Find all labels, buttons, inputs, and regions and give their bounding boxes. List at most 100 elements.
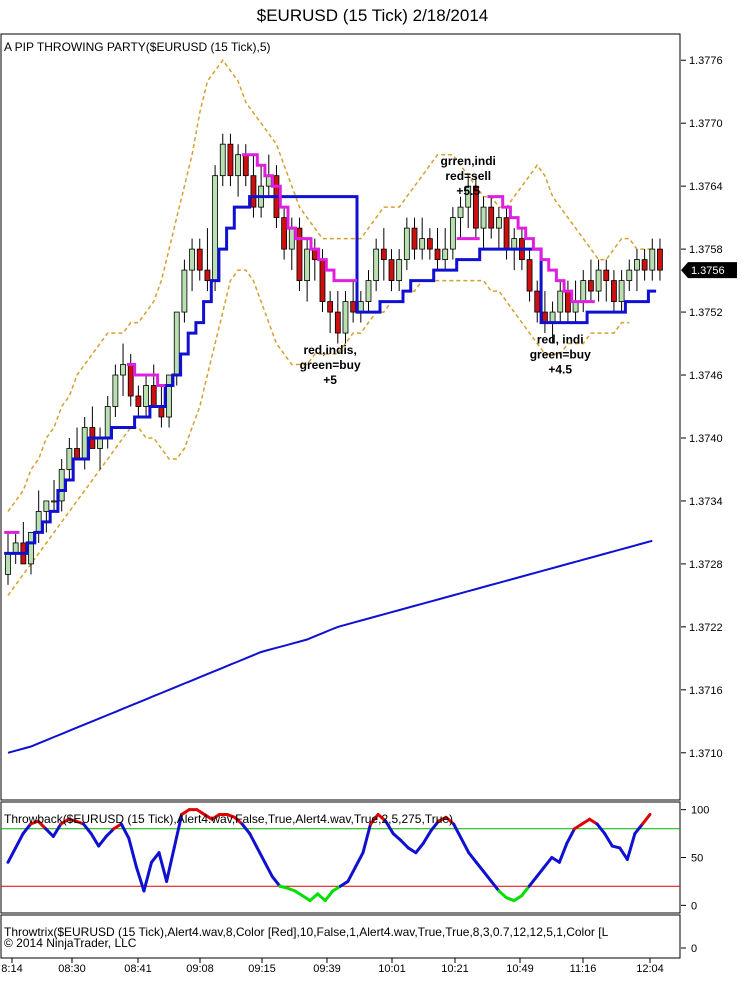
throwback-line-segment [618,846,629,861]
price-tick-label: 1.3740 [689,433,723,445]
throwback-line-segment [399,838,410,850]
candle-body-up [66,448,73,470]
candle [565,280,571,323]
throwback-line-segment [520,884,531,898]
candle-body-down [542,311,548,323]
candle-body-down [296,227,303,281]
candle-body-up [12,542,19,554]
candle-body-up [357,301,364,313]
candle-body-down [127,364,134,397]
candle [288,217,295,271]
candle-body-down [603,269,610,281]
candle-body-up [143,385,149,407]
candle [557,280,564,323]
throwback-line-segment [595,822,607,836]
candle [434,228,441,271]
candle [219,133,226,187]
throwback-panel-label: Throwback($EURUSD (15 Tick),Alert4.wav,F… [4,812,454,826]
series-slow_average [7,539,653,754]
throwback-line-segment [429,819,441,833]
candle [480,196,487,250]
throwback-panel-frame [0,801,681,914]
candle-body-down [227,143,234,177]
candle [250,154,257,218]
throwback-line-segment [527,875,539,888]
throwback-line-segment [316,892,327,903]
candle-body-up [457,206,464,219]
candle-body-down [196,248,203,271]
series-trail_magenta [487,195,595,304]
throwback-line-segment [82,822,93,836]
candle [242,144,249,187]
candle [311,238,318,281]
candle [373,238,380,292]
candle-body-up [288,227,295,250]
time-tick-label: 08:30 [58,963,86,975]
candle-body-down [388,259,395,281]
candle-body-up [173,311,180,376]
candle-body-down [657,248,663,271]
series-band_upper [7,58,653,512]
candle [74,427,80,460]
candle [150,364,157,407]
candle-body-down [434,248,441,261]
candle [66,437,73,480]
candle [449,207,456,260]
candle-body-up [449,217,456,250]
throwback-line-segment [346,865,357,883]
series-band_lower [7,269,630,596]
chart-annotation: green=buy [530,348,591,362]
candle [120,343,126,397]
candle [135,385,142,417]
candle [181,259,188,323]
time-tick-label: 12:04 [636,963,664,975]
chart-annotation: +4.5 [548,363,572,377]
throwback-line-segment [633,822,644,836]
candle-body-down [204,269,211,281]
candle [396,249,403,292]
candle [342,291,349,344]
candle [81,417,88,470]
candle [472,175,479,239]
throwback-line-segment [240,822,252,836]
time-tick-label: 10:49 [506,963,534,975]
throwback-line-segment [97,834,108,848]
candle-body-up [166,374,172,418]
throwback-line-segment [270,875,282,888]
price-tick-label: 1.3764 [689,181,723,193]
throwback-line-segment [127,836,138,869]
throwback-line-segment [391,832,403,842]
candle [281,207,288,260]
price-tick-label: 1.3770 [689,118,723,130]
candle [488,196,495,239]
candle [58,458,65,512]
candle-body-up [304,248,311,281]
throwback-line-segment [384,819,395,836]
candle [634,249,640,292]
candle [411,217,418,260]
candle-body-up [626,269,633,281]
candle-body-down [281,217,288,250]
throwback-line-segment [134,865,146,893]
candle [580,270,587,313]
candle-body-up [396,259,403,281]
throwback-line-segment [89,832,101,848]
candle-body-up [120,364,126,376]
candle-body-down [611,280,617,302]
candle-body-up [181,269,188,313]
candle-body-up [480,206,487,229]
candle [641,249,648,281]
candle [334,291,341,344]
throwback-tick-label: 0 [691,900,697,912]
candle-body-up [81,427,88,460]
candle [426,228,433,260]
price-tick-label: 1.3710 [689,748,723,760]
candle [542,291,548,334]
chart-annotation: red, indi [537,333,584,347]
candle-body-down [472,185,479,229]
candle-body-up [580,280,587,302]
throwback-tick-label: 100 [691,805,709,817]
throwback-line-segment [104,827,116,838]
